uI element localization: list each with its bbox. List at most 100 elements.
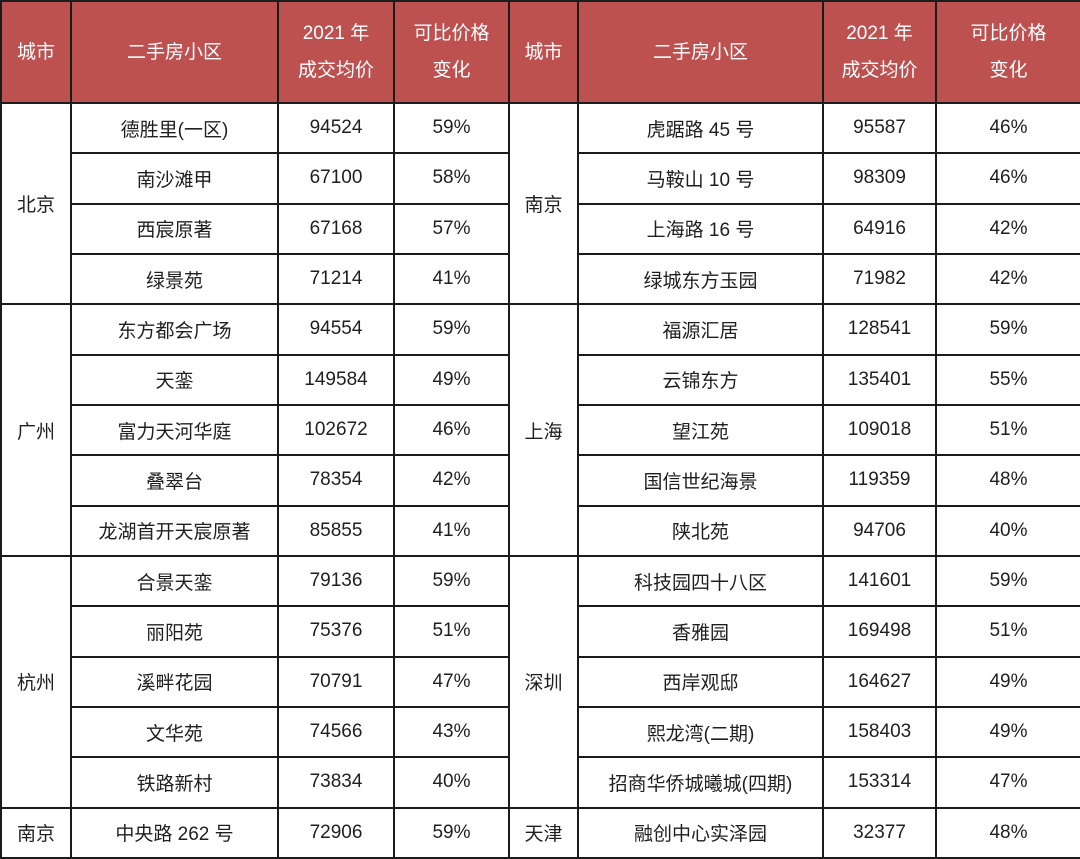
price-cell: 74566 bbox=[277, 705, 395, 759]
table-row: 北京 德胜里(一区) 94524 59% 南京 虎踞路 45 号 95587 46% bbox=[0, 101, 1080, 306]
change-cell: 49% bbox=[935, 655, 1080, 708]
change-cell: 41% bbox=[393, 504, 510, 557]
change-cell: 46% bbox=[935, 152, 1080, 205]
header-price-left-line1: 2021 年 bbox=[302, 23, 370, 44]
table-row: 南京 中央路 262 号 72906 59% 天津 融创中心实泽园 32377 48% bbox=[0, 806, 1080, 859]
community-cell: 香雅园 bbox=[577, 605, 824, 658]
community-cell: 科技园四十八区 bbox=[577, 554, 824, 608]
price-cell: 73834 bbox=[277, 756, 395, 809]
table-row: 广州 东方都会广场 94554 59% 上海 福源汇居 128541 59% bbox=[0, 303, 1080, 557]
change-cell: 42% bbox=[935, 202, 1080, 255]
price-cell: 109018 bbox=[822, 403, 937, 457]
community-cell: 溪畔花园 bbox=[70, 655, 279, 708]
city-cell: 深圳 bbox=[508, 554, 579, 809]
price-cell: 119359 bbox=[822, 454, 937, 507]
change-cell: 49% bbox=[393, 353, 510, 406]
change-cell: 43% bbox=[393, 705, 510, 759]
community-cell: 陕北苑 bbox=[577, 504, 824, 557]
header-city-right-label: 城市 bbox=[524, 41, 563, 63]
change-cell: 51% bbox=[935, 403, 1080, 457]
city-cell: 南京 bbox=[0, 806, 72, 859]
community-cell: 东方都会广场 bbox=[70, 303, 279, 356]
change-cell: 47% bbox=[935, 756, 1080, 809]
table-row: 叠翠台 78354 42% 国信世纪海景 119359 48% bbox=[1, 454, 1080, 507]
change-cell: 59% bbox=[393, 303, 510, 356]
community-cell: 融创中心实泽园 bbox=[577, 806, 824, 859]
price-cell: 32377 bbox=[822, 806, 937, 859]
community-cell: 铁路新村 bbox=[70, 756, 279, 809]
change-cell: 46% bbox=[935, 101, 1080, 155]
change-cell: 55% bbox=[935, 353, 1080, 406]
table-row: 铁路新村 73834 40% 招商华侨城曦城(四期) 153314 47% bbox=[1, 756, 1080, 809]
change-cell: 59% bbox=[393, 554, 510, 608]
header-change-left-line2: 变化 bbox=[432, 60, 471, 81]
community-cell: 绿城东方玉园 bbox=[577, 252, 824, 306]
price-cell: 71982 bbox=[822, 252, 937, 306]
change-cell: 59% bbox=[393, 806, 510, 859]
price-cell: 135401 bbox=[822, 353, 937, 406]
table-header: 城市 二手房小区 2021 年 成交均价 可比价格 变化 城市 二手房小区 bbox=[0, 0, 1080, 104]
community-cell: 中央路 262 号 bbox=[70, 806, 279, 859]
price-cell: 169498 bbox=[822, 605, 937, 658]
price-cell: 75376 bbox=[277, 605, 395, 658]
header-price-right-line1: 2021 年 bbox=[846, 23, 913, 44]
change-cell: 59% bbox=[935, 554, 1080, 608]
header-community-right: 二手房小区 bbox=[577, 0, 824, 104]
community-cell: 文华苑 bbox=[70, 705, 279, 759]
community-cell: 绿景苑 bbox=[70, 252, 279, 306]
price-cell: 94554 bbox=[277, 303, 395, 356]
header-city-right: 城市 bbox=[508, 0, 579, 104]
header-price-left-line2: 成交均价 bbox=[297, 60, 374, 81]
header-change-right-line1: 可比价格 bbox=[970, 23, 1047, 44]
table-row: 绿景苑 71214 41% 绿城东方玉园 71982 42% bbox=[1, 252, 1080, 306]
table-row: 溪畔花园 70791 47% 西岸观邸 164627 49% bbox=[1, 655, 1080, 708]
community-cell: 招商华侨城曦城(四期) bbox=[577, 756, 824, 809]
city-cell: 上海 bbox=[508, 303, 579, 557]
community-cell: 国信世纪海景 bbox=[577, 454, 824, 507]
table-body: 北京 德胜里(一区) 94524 59% 南京 虎踞路 45 号 95587 46% 南沙滩甲 6… bbox=[0, 101, 1080, 859]
change-cell: 42% bbox=[393, 454, 510, 507]
table-row: 文华苑 74566 43% 熙龙湾(二期) 158403 49% bbox=[1, 705, 1080, 759]
price-cell: 70791 bbox=[277, 655, 395, 708]
community-cell: 富力天河华庭 bbox=[70, 403, 279, 457]
change-cell: 48% bbox=[935, 454, 1080, 507]
change-cell: 42% bbox=[935, 252, 1080, 306]
community-cell: 西宸原著 bbox=[70, 202, 279, 255]
change-cell: 51% bbox=[393, 605, 510, 658]
header-city-left-label: 城市 bbox=[16, 41, 55, 63]
header-price-left: 2021 年 成交均价 bbox=[277, 0, 395, 104]
change-cell: 51% bbox=[935, 605, 1080, 658]
table-row: 丽阳苑 75376 51% 香雅园 169498 51% bbox=[1, 605, 1080, 658]
table-row: 杭州 合景天銮 79136 59% 深圳 科技园四十八区 141601 59% bbox=[0, 554, 1080, 809]
community-cell: 叠翠台 bbox=[70, 454, 279, 507]
change-cell: 40% bbox=[935, 504, 1080, 557]
price-cell: 158403 bbox=[822, 705, 937, 759]
community-cell: 龙湖首开天宸原著 bbox=[70, 504, 279, 557]
price-cell: 153314 bbox=[822, 756, 937, 809]
community-cell: 望江苑 bbox=[577, 403, 824, 457]
price-cell: 71214 bbox=[277, 252, 395, 306]
city-cell: 广州 bbox=[0, 303, 72, 557]
change-cell: 47% bbox=[393, 655, 510, 708]
price-cell: 128541 bbox=[822, 303, 937, 356]
header-city-left: 城市 bbox=[0, 0, 72, 104]
table-row: 天銮 149584 49% 云锦东方 135401 55% bbox=[1, 353, 1080, 406]
city-cell: 天津 bbox=[508, 806, 579, 859]
table-row: 龙湖首开天宸原著 85855 41% 陕北苑 94706 40% bbox=[1, 504, 1080, 557]
header-price-right-line2: 成交均价 bbox=[841, 60, 918, 81]
change-cell: 57% bbox=[393, 202, 510, 255]
community-cell: 云锦东方 bbox=[577, 353, 824, 406]
community-cell: 虎踞路 45 号 bbox=[577, 101, 824, 155]
price-cell: 149584 bbox=[277, 353, 395, 406]
price-cell: 102672 bbox=[277, 403, 395, 457]
change-cell: 48% bbox=[935, 806, 1080, 859]
city-cell: 南京 bbox=[508, 101, 579, 306]
change-cell: 49% bbox=[935, 705, 1080, 759]
change-cell: 59% bbox=[393, 101, 510, 155]
community-cell: 熙龙湾(二期) bbox=[577, 705, 824, 759]
community-cell: 南沙滩甲 bbox=[70, 152, 279, 205]
price-cell: 141601 bbox=[822, 554, 937, 608]
price-cell: 78354 bbox=[277, 454, 395, 507]
